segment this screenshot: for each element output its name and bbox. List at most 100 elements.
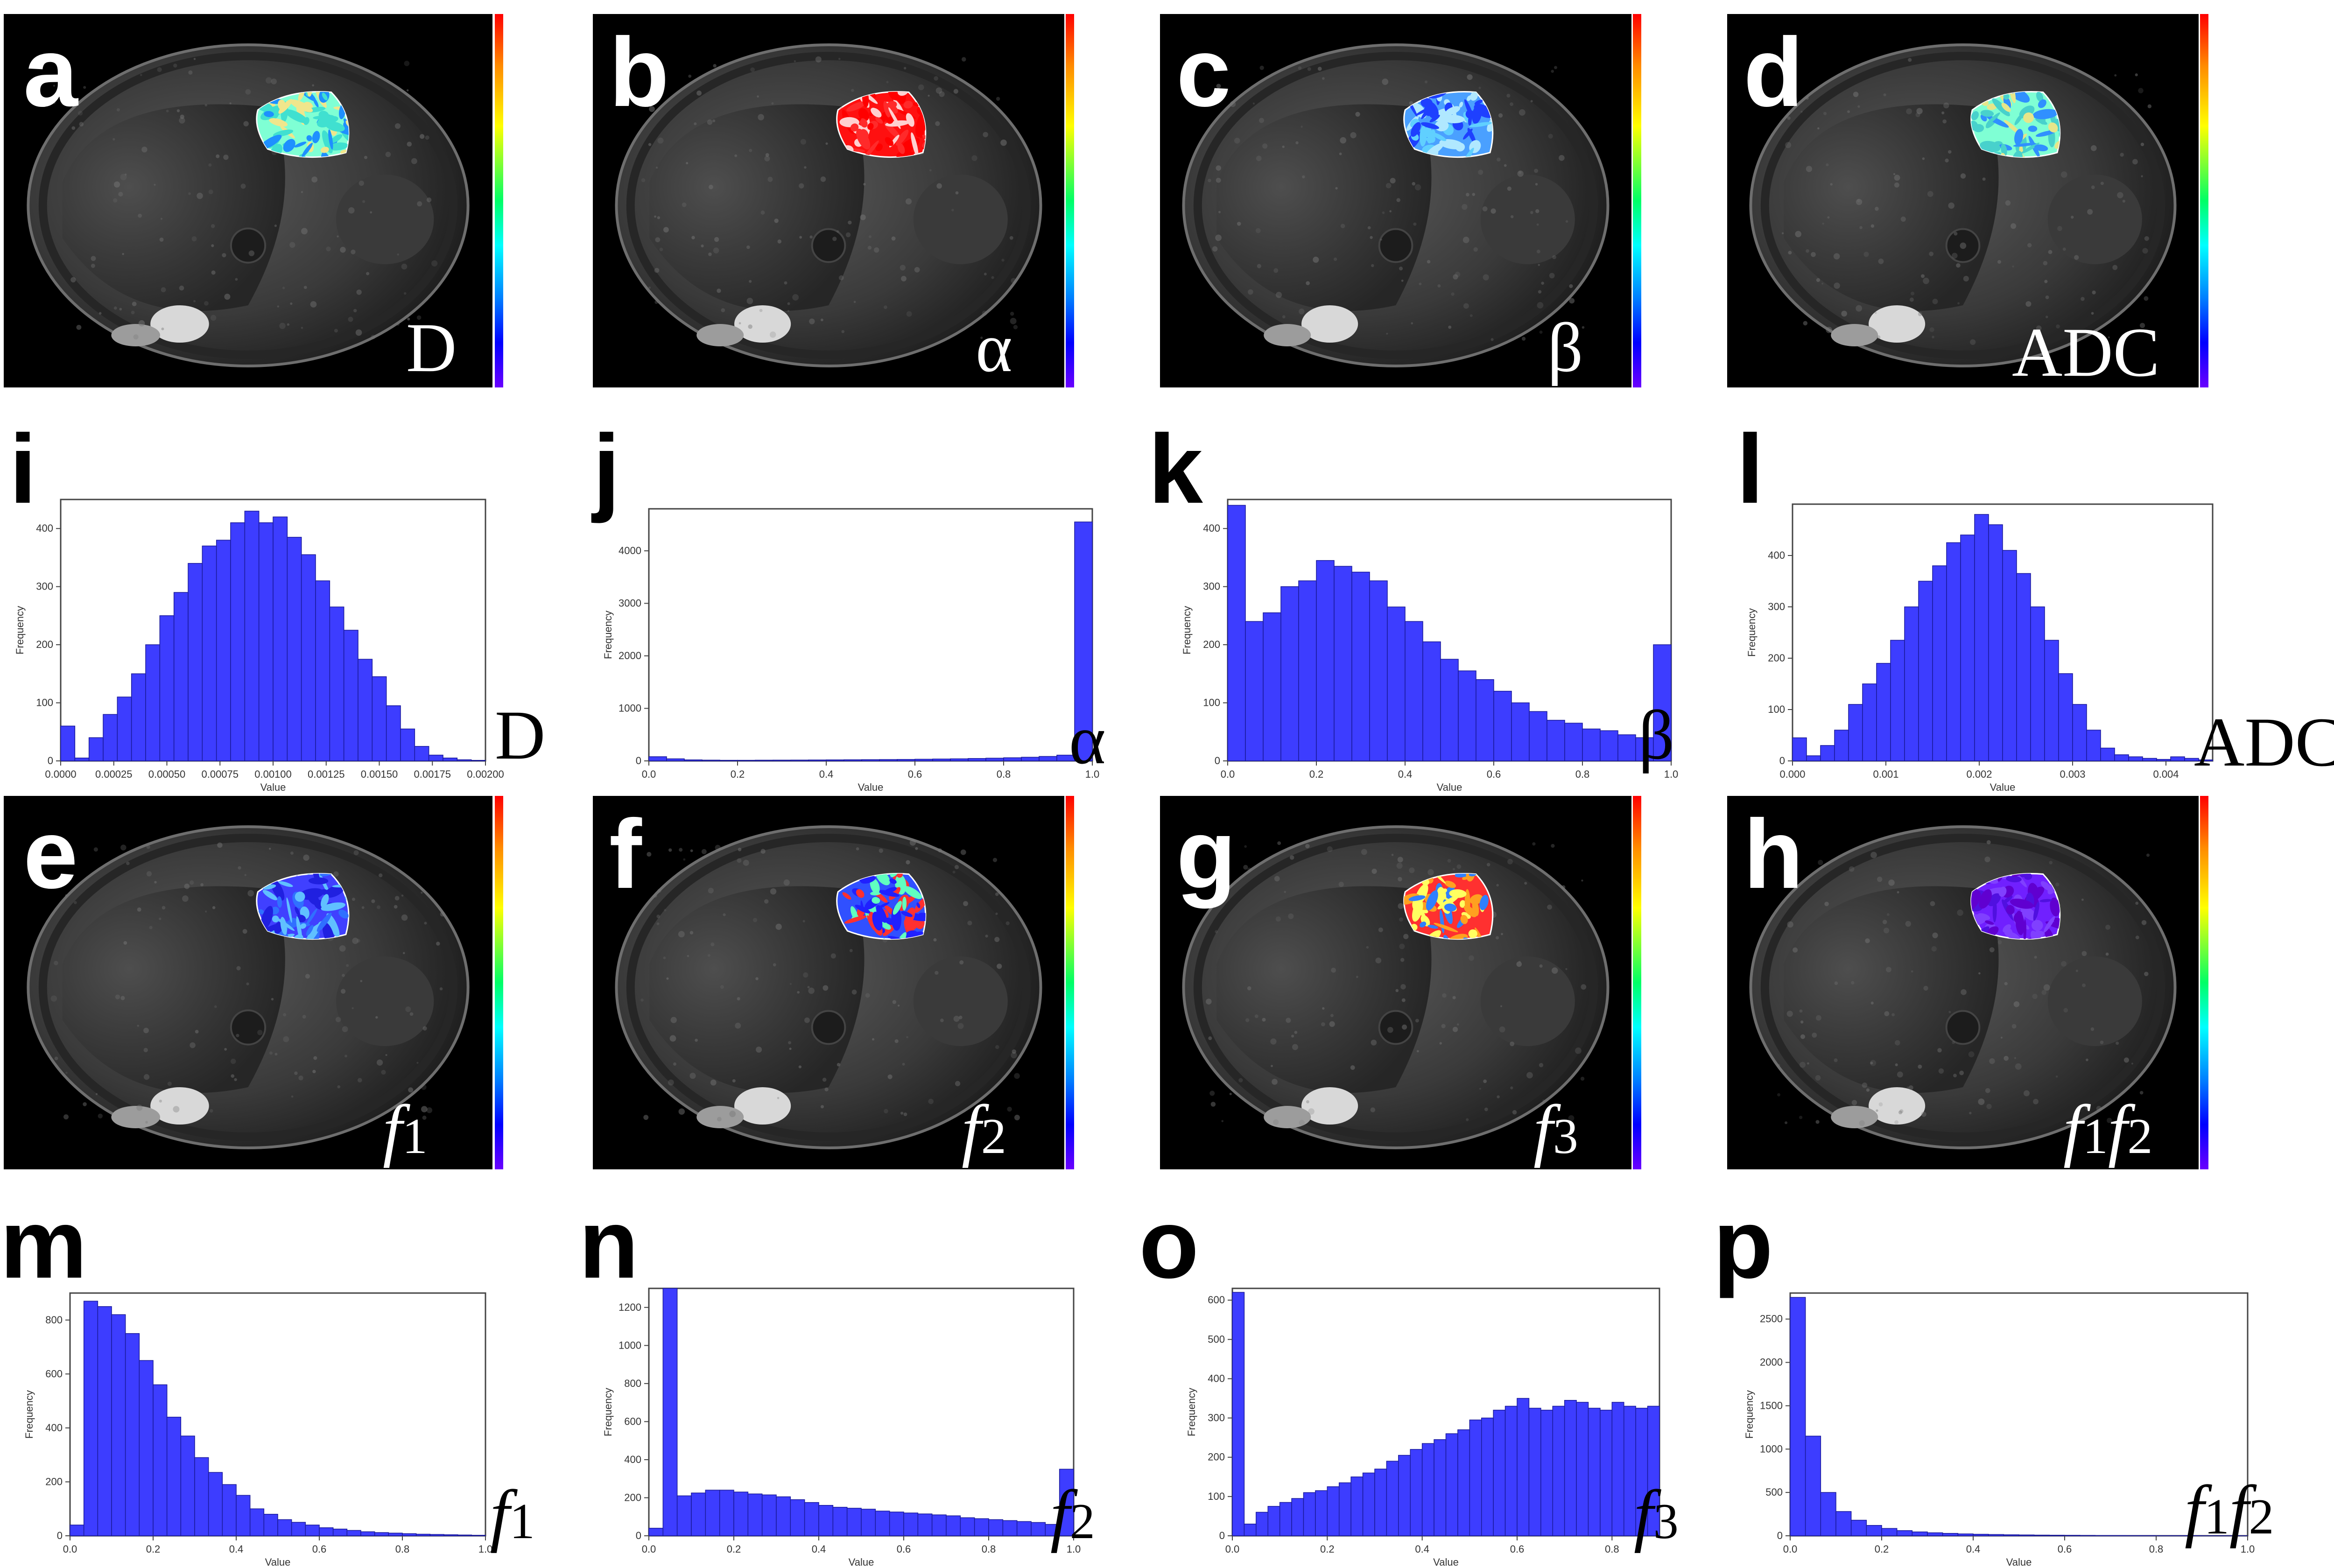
bright-structure bbox=[1831, 324, 1878, 346]
speckle bbox=[654, 267, 660, 273]
histogram-bar bbox=[374, 1532, 389, 1536]
speckle bbox=[1551, 70, 1554, 73]
speckle bbox=[1923, 985, 1928, 991]
speckle bbox=[1532, 842, 1536, 846]
x-tick-label: 0.001 bbox=[1873, 768, 1898, 780]
speckle bbox=[955, 1081, 961, 1086]
speckle bbox=[2135, 73, 2138, 77]
speckle bbox=[1856, 198, 1863, 205]
bright-structure bbox=[150, 305, 209, 343]
tumor-texture bbox=[276, 917, 295, 931]
speckle bbox=[305, 974, 310, 979]
x-tick-label: 0.003 bbox=[2060, 768, 2085, 780]
speckle bbox=[1900, 216, 1906, 222]
speckle bbox=[657, 888, 662, 893]
tumor-texture bbox=[1448, 934, 1468, 939]
speckle bbox=[248, 250, 255, 256]
speckle bbox=[934, 76, 939, 81]
speckle bbox=[720, 985, 724, 989]
histogram-bar bbox=[1988, 524, 2003, 761]
speckle bbox=[906, 860, 910, 865]
panel-b: b α bbox=[593, 14, 1083, 387]
tumor-texture bbox=[2050, 897, 2060, 917]
speckle bbox=[401, 894, 404, 897]
tumor-texture bbox=[1464, 99, 1474, 120]
speckle bbox=[1957, 302, 1960, 305]
speckle bbox=[1490, 338, 1494, 341]
speckle bbox=[746, 297, 753, 304]
x-tick-label: 0.00125 bbox=[308, 768, 345, 780]
speckle bbox=[1380, 239, 1382, 241]
speckle bbox=[1897, 1071, 1903, 1078]
speckle bbox=[65, 1071, 68, 1074]
speckle bbox=[1447, 858, 1451, 863]
speckle bbox=[792, 294, 799, 301]
speckle bbox=[853, 301, 856, 303]
tumor-texture bbox=[888, 91, 900, 101]
speckle bbox=[1960, 173, 1966, 179]
speckle bbox=[809, 235, 813, 239]
speckle bbox=[1395, 989, 1399, 992]
tumor-texture bbox=[1455, 873, 1479, 878]
speckle bbox=[1870, 1060, 1877, 1066]
speckle bbox=[1581, 984, 1587, 990]
tumor-texture bbox=[1445, 106, 1461, 115]
speckle bbox=[214, 1005, 217, 1008]
liver bbox=[1216, 886, 1432, 1093]
speckle bbox=[311, 176, 318, 183]
speckle bbox=[1833, 253, 1840, 260]
speckle bbox=[1800, 1020, 1804, 1024]
speckle bbox=[928, 94, 930, 97]
tumor-texture bbox=[872, 911, 883, 931]
speckle bbox=[145, 1121, 148, 1124]
tumor-texture bbox=[858, 108, 869, 121]
speckle bbox=[246, 982, 249, 985]
speckle bbox=[1954, 232, 1958, 236]
speckle bbox=[408, 324, 411, 326]
speckle bbox=[2117, 192, 2123, 198]
histogram-bar bbox=[1790, 1297, 1806, 1536]
speckle bbox=[353, 309, 357, 313]
speckle bbox=[364, 155, 368, 159]
histogram-bar bbox=[159, 615, 175, 761]
speckle bbox=[1009, 236, 1013, 240]
speckle bbox=[1370, 236, 1373, 239]
speckle bbox=[211, 224, 215, 228]
speckle bbox=[1863, 252, 1869, 257]
speckle bbox=[868, 235, 872, 239]
speckle bbox=[1486, 863, 1490, 866]
histogram-bar bbox=[917, 1513, 933, 1536]
speckle bbox=[337, 235, 339, 238]
speckle bbox=[421, 1084, 427, 1090]
tumor-texture bbox=[312, 131, 320, 143]
speckle bbox=[873, 247, 879, 253]
histogram-bar bbox=[1434, 1439, 1447, 1536]
speckle bbox=[755, 977, 759, 980]
tumor-texture bbox=[2023, 112, 2034, 123]
speckle bbox=[784, 281, 787, 285]
y-axis-label: Frequency bbox=[23, 1390, 35, 1439]
speckle bbox=[303, 854, 309, 861]
speckle bbox=[1272, 1079, 1278, 1085]
tumor-texture bbox=[284, 109, 309, 123]
speckle bbox=[710, 1079, 717, 1086]
x-tick-label: 0.4 bbox=[229, 1543, 244, 1555]
histogram-bar bbox=[103, 714, 118, 761]
x-tick-label: 0.00075 bbox=[201, 768, 239, 780]
tumor-texture bbox=[1460, 914, 1468, 924]
tumor-texture bbox=[1459, 900, 1466, 908]
y-tick-label: 400 bbox=[36, 522, 53, 534]
histogram-bar bbox=[1059, 1469, 1074, 1536]
speckle bbox=[2105, 952, 2109, 956]
speckle bbox=[1216, 165, 1221, 171]
x-tick-label: 1.0 bbox=[478, 1543, 493, 1555]
tumor-texture bbox=[2031, 930, 2045, 939]
x-tick-label: 0.004 bbox=[2153, 768, 2179, 780]
speckle bbox=[770, 888, 777, 895]
tumor-texture bbox=[260, 906, 273, 930]
histogram-bar bbox=[1298, 580, 1317, 761]
speckle bbox=[1876, 1109, 1878, 1112]
panel-letter: l bbox=[1736, 414, 1764, 524]
tumor-texture bbox=[1462, 148, 1474, 157]
histogram-bar bbox=[1316, 560, 1335, 761]
